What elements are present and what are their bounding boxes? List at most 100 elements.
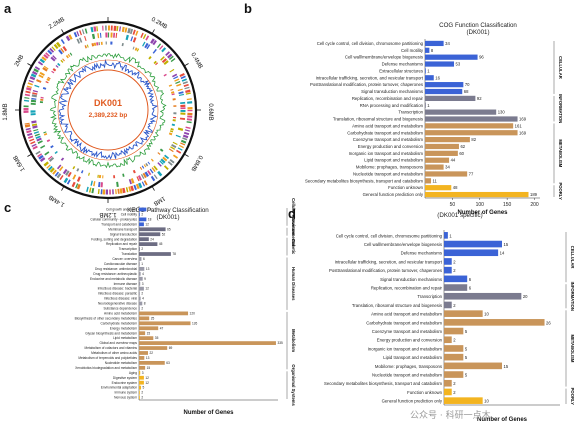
- category-label: Cell motility: [401, 48, 424, 53]
- gene-segment: [76, 168, 80, 172]
- scale-tick: [151, 29, 155, 34]
- value-label: 63: [166, 361, 170, 365]
- value-label: 6: [469, 285, 472, 290]
- gene-segment: [144, 42, 149, 49]
- gene-segment: [177, 127, 184, 131]
- value-label: 26: [546, 320, 551, 325]
- x-tick-label: 150: [503, 202, 512, 208]
- inner-ring: [57, 59, 159, 161]
- category-label: Cancer: overview: [112, 257, 137, 261]
- gene-segment: [62, 168, 68, 175]
- gene-segment: [133, 184, 137, 191]
- category-label: Energy metabolism: [110, 326, 138, 330]
- gene-segment: [169, 68, 175, 73]
- gene-segment: [153, 60, 157, 65]
- gene-segment: [65, 35, 71, 42]
- gene-segment: [160, 56, 165, 61]
- gene-segment: [142, 172, 147, 179]
- scale-label: 1.6MB: [13, 154, 27, 172]
- bar: [425, 157, 450, 163]
- gene-segment: [56, 164, 62, 170]
- category-label: Cell growth and death: [106, 208, 137, 212]
- category-label: Infectious disease: bacterial: [98, 287, 138, 291]
- group-label: Organismal Systems: [291, 364, 296, 406]
- scale-label: 0.2MB: [150, 17, 168, 31]
- value-label: 92: [477, 96, 482, 101]
- gene-segment: [54, 150, 58, 155]
- category-label: Glycan biosynthesis and metabolism: [85, 331, 137, 335]
- gene-segment: [168, 148, 174, 153]
- gene-segment: [179, 72, 185, 77]
- bar: [444, 327, 464, 335]
- scale-tick: [61, 186, 65, 191]
- value-label: 9: [144, 277, 146, 281]
- value-label: 2: [453, 303, 456, 308]
- chart-subtitle: (DK001 specific): [437, 212, 482, 219]
- bar: [139, 356, 145, 360]
- group-label: POORLY: [558, 182, 563, 200]
- bar: [139, 321, 191, 326]
- bar: [139, 237, 149, 242]
- gene-segment: [53, 43, 59, 50]
- value-label: 82: [471, 137, 476, 142]
- category-label: Signal transduction mechanisms: [380, 277, 442, 282]
- category-label: Translation: [121, 252, 137, 256]
- value-label: 12: [145, 287, 149, 291]
- category-label: Translation, ribosomal structure and bio…: [333, 117, 423, 122]
- gene-segment: [39, 71, 45, 76]
- gene-segment: [60, 157, 65, 161]
- gene-segment: [46, 139, 51, 143]
- value-label: 161: [515, 123, 523, 128]
- category-label: Amino acid transport and metabolism: [352, 123, 423, 128]
- gene-segment: [140, 32, 144, 38]
- gene-segment: [147, 170, 152, 176]
- gene-segment: [136, 48, 140, 52]
- category-label: Intracellular trafficking, secretion, an…: [316, 75, 424, 80]
- bar: [139, 316, 150, 321]
- gene-segment: [38, 74, 44, 79]
- value-label: 15: [147, 331, 151, 335]
- value-label: 2: [453, 268, 456, 273]
- bar: [425, 88, 463, 95]
- bar: [139, 390, 140, 395]
- gene-segment: [127, 28, 131, 34]
- gene-segment: [161, 58, 168, 64]
- gene-segment: [164, 154, 170, 160]
- gene-segment: [55, 41, 62, 48]
- gene-segment: [170, 128, 174, 131]
- gene-segment: [31, 143, 37, 148]
- scale-label: 1MB: [152, 195, 166, 206]
- value-label: 6: [143, 257, 145, 261]
- value-label: 12: [145, 381, 149, 385]
- gene-segment: [163, 60, 169, 65]
- bar: [139, 262, 140, 266]
- category-label: Extracellular structures: [379, 68, 423, 73]
- category-label: Coenzyme transport and metabolism: [372, 329, 443, 334]
- group-label: CELLULAR: [570, 246, 575, 269]
- gene-segment: [173, 76, 179, 80]
- category-label: Energy production and conversion: [358, 144, 424, 149]
- gene-segment: [78, 37, 83, 43]
- scale-label: 1.4MB: [48, 193, 66, 207]
- gene-segment: [43, 65, 49, 70]
- value-label: 2: [141, 247, 143, 251]
- gene-segment: [157, 152, 161, 155]
- gene-segment: [145, 35, 150, 41]
- gene-segment: [143, 164, 147, 168]
- bar: [425, 109, 497, 115]
- scale-label: 1.2MB: [99, 211, 116, 217]
- category-label: Cardiovascular disease: [104, 262, 137, 266]
- value-label: 2: [141, 213, 143, 217]
- bar: [139, 227, 166, 232]
- gene-segment: [169, 158, 175, 164]
- gene-segment: [170, 91, 175, 94]
- gene-segment: [145, 162, 149, 167]
- value-label: 60: [459, 151, 464, 156]
- gene-segment: [30, 141, 36, 145]
- genome-name: DK001: [94, 98, 122, 108]
- group-label: METABOLISM: [570, 335, 575, 363]
- value-label: 2: [453, 259, 456, 264]
- gene-segment: [135, 30, 139, 36]
- gene-segment: [51, 46, 56, 51]
- value-label: 3: [142, 282, 144, 286]
